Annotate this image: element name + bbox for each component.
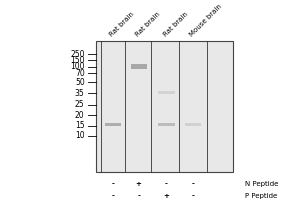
Text: 25: 25 bbox=[75, 100, 85, 109]
Text: Mouse brain: Mouse brain bbox=[189, 3, 224, 38]
Text: P Peptide: P Peptide bbox=[245, 193, 278, 199]
Text: -: - bbox=[137, 193, 140, 199]
Text: -: - bbox=[111, 193, 114, 199]
Text: 150: 150 bbox=[70, 56, 85, 65]
Text: Rat brain: Rat brain bbox=[162, 11, 189, 38]
Text: 20: 20 bbox=[75, 111, 85, 120]
Text: 35: 35 bbox=[75, 89, 85, 98]
Text: Rat brain: Rat brain bbox=[109, 11, 135, 38]
Text: +: + bbox=[164, 193, 169, 199]
Bar bbox=[97, 41, 233, 172]
Text: -: - bbox=[165, 181, 168, 187]
Text: -: - bbox=[192, 193, 194, 199]
Bar bbox=[130, 64, 147, 69]
Bar bbox=[105, 123, 121, 126]
Text: 100: 100 bbox=[70, 62, 85, 71]
Text: Rat brain: Rat brain bbox=[134, 11, 161, 38]
Text: 250: 250 bbox=[70, 50, 85, 59]
Bar bbox=[158, 123, 175, 126]
Text: 15: 15 bbox=[75, 121, 85, 130]
Text: -: - bbox=[192, 181, 194, 187]
Text: -: - bbox=[111, 181, 114, 187]
Text: 10: 10 bbox=[75, 131, 85, 140]
Text: 50: 50 bbox=[75, 78, 85, 87]
Text: 70: 70 bbox=[75, 69, 85, 78]
Text: N Peptide: N Peptide bbox=[245, 181, 278, 187]
Bar bbox=[185, 123, 201, 126]
Text: +: + bbox=[136, 181, 142, 187]
Bar bbox=[158, 91, 175, 94]
